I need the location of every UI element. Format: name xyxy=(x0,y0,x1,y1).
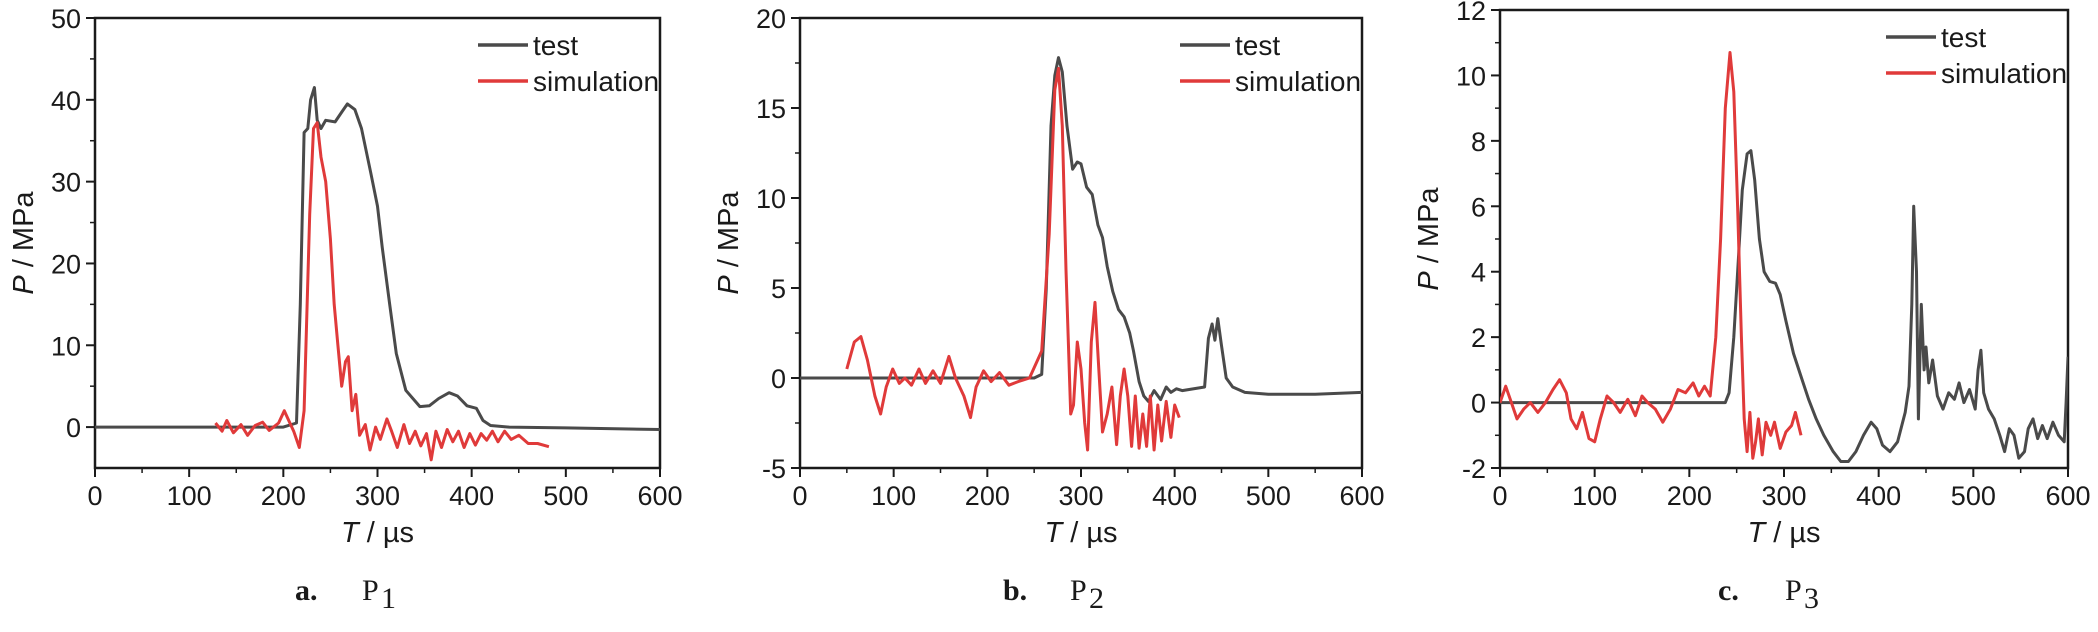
x-axis-label: T / µs xyxy=(1044,517,1117,549)
panel-caption-label: P xyxy=(362,574,379,607)
chart-panel-1: 0 100 200 300 400 500 600 0 10 20 30 40 50 T / µs P / … xyxy=(8,4,683,615)
x-tick-label: 0 xyxy=(792,481,807,511)
panel-caption-label: P xyxy=(1070,574,1087,607)
legend-label-simulation: simulation xyxy=(533,66,659,97)
y-axis-label: P / MPa xyxy=(1413,187,1445,291)
x-tick-label: 300 xyxy=(1761,481,1806,511)
y-tick-label: 50 xyxy=(51,4,81,34)
y-tick-label: 4 xyxy=(1471,258,1486,288)
y-tick-label: 30 xyxy=(51,168,81,198)
panel-caption-label: P xyxy=(1785,574,1802,607)
series-line-simulation xyxy=(214,121,550,462)
x-tick-label: 0 xyxy=(1492,481,1507,511)
y-tick-label: 6 xyxy=(1471,192,1486,222)
panel-caption-letter: b. xyxy=(1003,574,1027,607)
y-axis-label: P / MPa xyxy=(8,191,40,295)
x-tick-label: 500 xyxy=(543,481,588,511)
panel-caption-subscript: 1 xyxy=(381,582,396,615)
y-tick-label: 2 xyxy=(1471,323,1486,353)
series-line-test xyxy=(800,56,1362,403)
x-tick-label: 300 xyxy=(1058,481,1103,511)
x-tick-label: 600 xyxy=(1339,481,1384,511)
y-tick-label: 10 xyxy=(1456,61,1486,91)
x-tick-label: 0 xyxy=(87,481,102,511)
x-tick-label: 400 xyxy=(449,481,494,511)
y-tick-label: 12 xyxy=(1456,0,1486,26)
panel-caption-letter: c. xyxy=(1718,574,1739,607)
series-line-simulation xyxy=(1500,51,1803,460)
panel-caption-letter: a. xyxy=(295,574,318,607)
x-tick-label: 100 xyxy=(167,481,212,511)
y-tick-label: 8 xyxy=(1471,127,1486,157)
x-tick-label: 200 xyxy=(261,481,306,511)
legend-label-simulation: simulation xyxy=(1235,66,1361,97)
y-tick-label: 0 xyxy=(66,413,81,443)
x-tick-label: 500 xyxy=(1951,481,1996,511)
y-tick-label: 40 xyxy=(51,86,81,116)
legend-label-test: test xyxy=(1235,30,1280,61)
y-tick-label: 15 xyxy=(756,94,786,124)
x-tick-label: 400 xyxy=(1152,481,1197,511)
y-tick-label: -2 xyxy=(1462,454,1486,484)
x-tick-label: 600 xyxy=(637,481,682,511)
x-axis-label: T / µs xyxy=(1747,517,1820,549)
series-line-test xyxy=(95,86,660,431)
x-tick-label: 200 xyxy=(1667,481,1712,511)
legend-label-test: test xyxy=(1941,22,1986,53)
legend-label-test: test xyxy=(533,30,578,61)
y-tick-label: 20 xyxy=(51,249,81,279)
y-tick-label: 20 xyxy=(756,4,786,34)
panel-caption-subscript: 3 xyxy=(1804,582,1819,615)
y-tick-label: 0 xyxy=(1471,389,1486,419)
legend-label-simulation: simulation xyxy=(1941,58,2067,89)
y-tick-label: 10 xyxy=(51,331,81,361)
x-tick-label: 600 xyxy=(2045,481,2090,511)
series-line-test xyxy=(1500,149,2068,463)
x-tick-label: 100 xyxy=(1572,481,1617,511)
y-tick-label: -5 xyxy=(762,454,786,484)
y-tick-label: 10 xyxy=(756,184,786,214)
x-tick-label: 200 xyxy=(965,481,1010,511)
x-tick-label: 100 xyxy=(871,481,916,511)
panel-caption-subscript: 2 xyxy=(1089,582,1104,615)
series-line-simulation xyxy=(845,66,1181,452)
y-tick-label: 5 xyxy=(771,274,786,304)
x-axis-label: T / µs xyxy=(341,517,414,549)
y-axis-label: P / MPa xyxy=(713,191,745,295)
y-tick-label: 0 xyxy=(771,364,786,394)
x-tick-label: 300 xyxy=(355,481,400,511)
x-tick-label: 500 xyxy=(1246,481,1291,511)
x-tick-label: 400 xyxy=(1856,481,1901,511)
